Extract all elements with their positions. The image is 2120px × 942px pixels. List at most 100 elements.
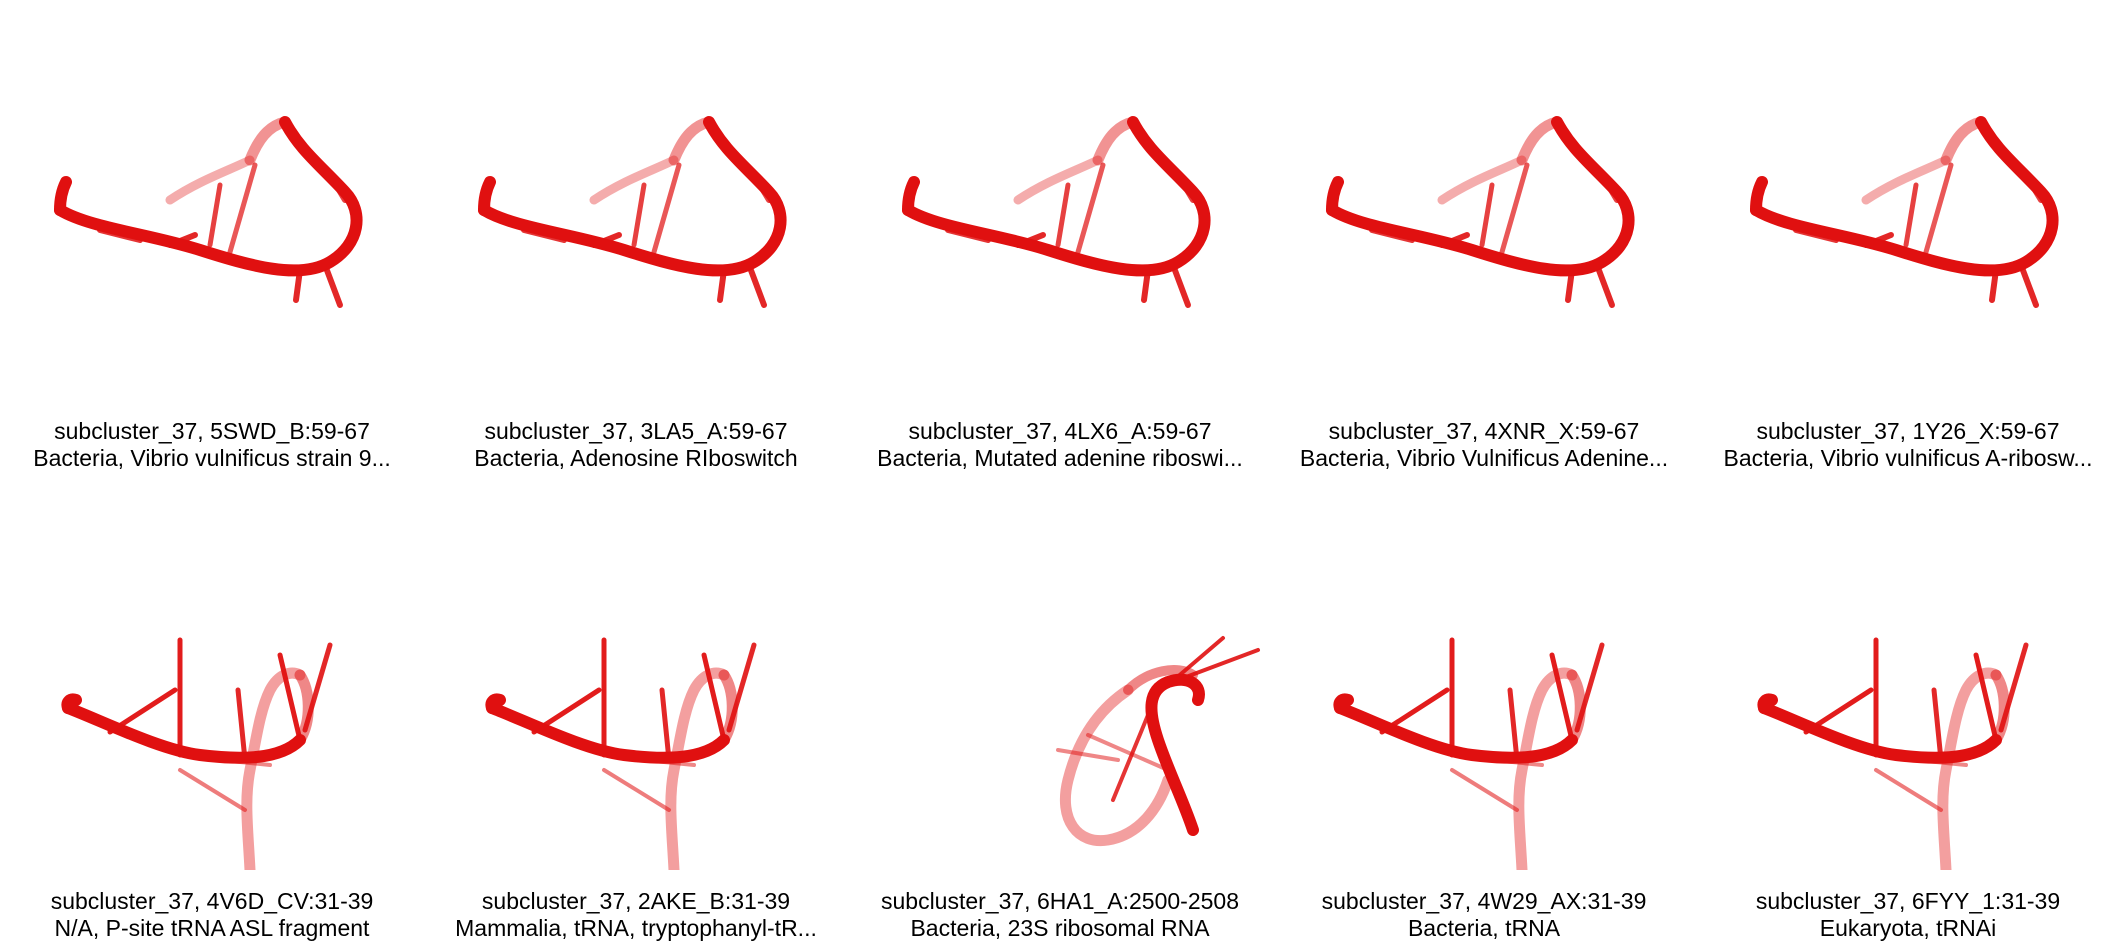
- rna-structure-render: [485, 637, 757, 870]
- rna-structure-render: [61, 637, 333, 870]
- backbone-front: [1750, 176, 1768, 216]
- rna-structure-render: [1326, 116, 1635, 308]
- base-stick: [1075, 162, 1106, 255]
- base-stick: [1499, 162, 1530, 255]
- backbone-front: [1334, 702, 1578, 764]
- backbone-back: [1437, 155, 1527, 205]
- base-stick: [1056, 748, 1120, 762]
- backbone-back: [1990, 669, 2010, 746]
- backbone-front: [1757, 693, 1778, 714]
- base-stick: [207, 182, 223, 248]
- base-stick: [1507, 687, 1520, 763]
- base-stick: [1998, 642, 2029, 733]
- base-stick: [1086, 733, 1170, 772]
- backbone-back: [1516, 116, 1563, 166]
- panel-title: subcluster_37, 4LX6_A:59-67: [908, 418, 1212, 444]
- backbone-front: [1750, 116, 2059, 277]
- backbone-front: [486, 702, 730, 764]
- base-stick: [651, 162, 682, 255]
- backbone-back: [589, 155, 679, 205]
- panel-subtitle: N/A, P-site tRNA ASL fragment: [54, 915, 370, 941]
- panel-subtitle: Eukaryota, tRNAi: [1819, 915, 1997, 941]
- backbone-front: [1326, 116, 1635, 277]
- backbone-front: [1326, 176, 1344, 216]
- panel-subtitle: Bacteria, Vibrio vulnificus A-ribosw...: [1723, 445, 2093, 471]
- backbone-front: [54, 176, 72, 216]
- panel-title: subcluster_37, 4W29_AX:31-39: [1321, 888, 1647, 914]
- backbone-front: [61, 693, 82, 714]
- backbone-back: [1513, 667, 1578, 870]
- rna-structure-render: [902, 116, 1211, 308]
- backbone-back: [165, 155, 255, 205]
- structure-panel: subcluster_37, 4LX6_A:59-67 Bacteria, Mut…: [848, 0, 1272, 471]
- structure-panel: subcluster_37, 4XNR_X:59-67 Bacteria, Vib…: [1272, 0, 1696, 471]
- structure-panel: subcluster_37, 5SWD_B:59-67 Bacteria, Vib…: [0, 0, 424, 471]
- rna-structure-render: [1333, 637, 1605, 870]
- backbone-back: [241, 667, 306, 870]
- base-stick: [227, 162, 258, 255]
- panel-title: subcluster_37, 3LA5_A:59-67: [484, 418, 788, 444]
- panel-subtitle: Bacteria, Mutated adenine riboswi...: [877, 445, 1243, 471]
- structure-panel: subcluster_37, 4V6D_CV:31-39 N/A, P-site …: [0, 470, 424, 941]
- panel-title: subcluster_37, 5SWD_B:59-67: [54, 418, 370, 444]
- base-stick: [322, 262, 343, 308]
- panel-subtitle: Bacteria, Adenosine RIboswitch: [474, 445, 798, 471]
- base-stick: [1549, 652, 1575, 743]
- base-stick: [2018, 262, 2039, 308]
- base-stick: [701, 652, 727, 743]
- rna-structure-render: [54, 116, 363, 308]
- backbone-back: [244, 116, 291, 166]
- backbone-front: [902, 116, 1211, 277]
- structure-panel: subcluster_37, 6HA1_A:2500-2508 Bacteria,…: [848, 470, 1272, 941]
- rna-structure-render: [1056, 636, 1260, 847]
- panel-subtitle: Mammalia, tRNA, tryptophanyl-tR...: [455, 915, 817, 941]
- backbone-front: [485, 693, 506, 714]
- backbone-back: [1861, 155, 1951, 205]
- backbone-front: [902, 176, 920, 216]
- rna-structure-render: [1750, 116, 2059, 308]
- panel-title: subcluster_37, 4V6D_CV:31-39: [50, 888, 374, 914]
- base-stick: [1931, 687, 1944, 763]
- base-stick: [1055, 182, 1071, 248]
- panel-title: subcluster_37, 2AKE_B:31-39: [481, 888, 791, 914]
- base-stick: [1111, 713, 1150, 802]
- panel-subtitle: Bacteria, Vibrio Vulnificus Adenine...: [1299, 445, 1669, 471]
- backbone-back: [665, 667, 730, 870]
- base-stick: [659, 687, 672, 763]
- base-stick: [1574, 642, 1605, 733]
- backbone-front: [478, 176, 496, 216]
- base-stick: [631, 182, 647, 248]
- base-stick: [1479, 182, 1495, 248]
- base-stick: [1903, 182, 1919, 248]
- base-stick: [1594, 262, 1615, 308]
- backbone-front: [1758, 702, 2002, 764]
- backbone-back: [1013, 155, 1103, 205]
- backbone-back: [718, 669, 738, 746]
- panel-title: subcluster_37, 6FYY_1:31-39: [1755, 888, 2061, 914]
- base-stick: [302, 642, 333, 733]
- backbone-front: [1333, 693, 1354, 714]
- backbone-back: [294, 669, 314, 746]
- structure-panel: subcluster_37, 3LA5_A:59-67 Bacteria, Ade…: [424, 0, 848, 471]
- base-stick: [746, 262, 767, 308]
- backbone-back: [1092, 116, 1139, 166]
- panel-subtitle: Bacteria, Vibrio vulnificus strain 9...: [33, 445, 391, 471]
- structure-panel: subcluster_37, 2AKE_B:31-39 Mammalia, tRN…: [424, 470, 848, 941]
- base-stick: [1923, 162, 1954, 255]
- structure-panel: subcluster_37, 1Y26_X:59-67 Bacteria, Vib…: [1696, 0, 2120, 471]
- backbone-front: [62, 702, 306, 764]
- backbone-back: [1059, 684, 1174, 847]
- backbone-front: [54, 116, 363, 277]
- backbone-back: [668, 116, 715, 166]
- rna-structure-render: [1757, 637, 2029, 870]
- backbone-back: [1123, 665, 1198, 695]
- structure-panel: subcluster_37, 6FYY_1:31-39 Eukaryota, tR…: [1696, 470, 2120, 941]
- panel-subtitle: Bacteria, tRNA: [1407, 915, 1561, 941]
- base-stick: [277, 652, 303, 743]
- base-stick: [1874, 768, 1943, 812]
- panel-title: subcluster_37, 4XNR_X:59-67: [1328, 418, 1640, 444]
- backbone-back: [1940, 116, 1987, 166]
- base-stick: [1170, 262, 1191, 308]
- panel-title: subcluster_37, 1Y26_X:59-67: [1756, 418, 2060, 444]
